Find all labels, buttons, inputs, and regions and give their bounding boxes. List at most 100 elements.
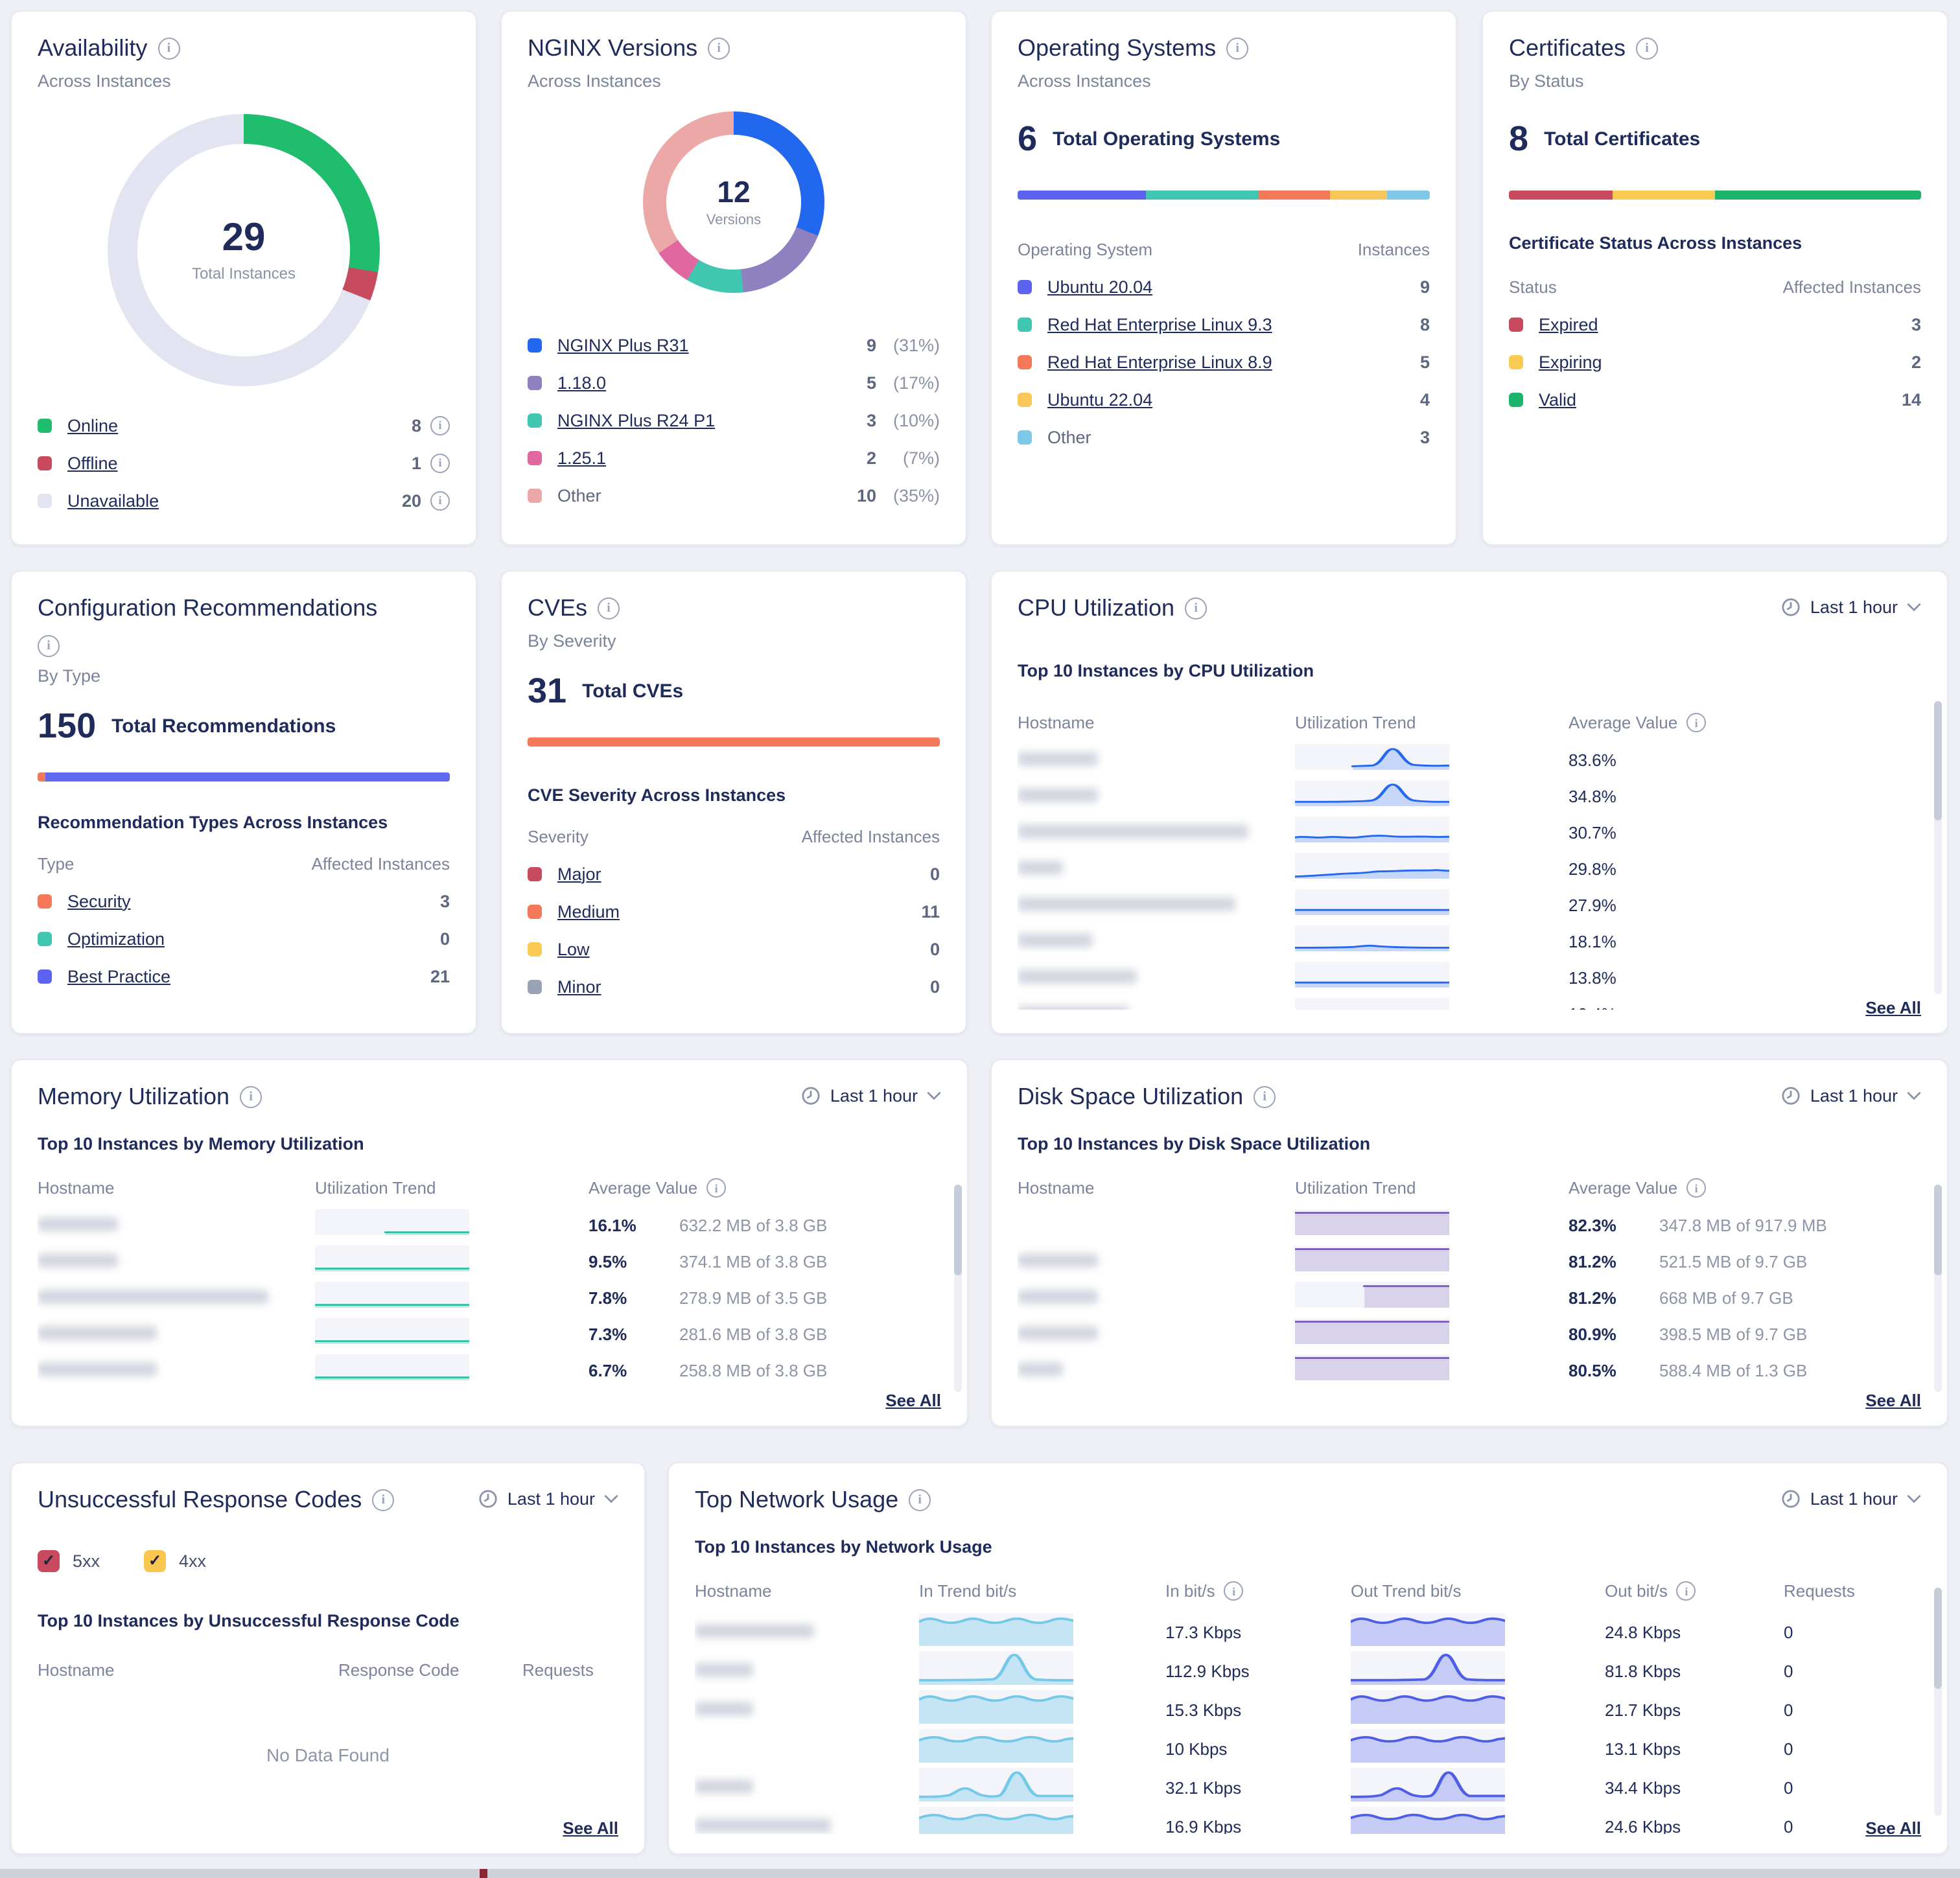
legend-link[interactable]: Medium — [557, 901, 620, 922]
info-icon[interactable] — [1226, 37, 1249, 60]
legend-link[interactable]: Valid — [1539, 389, 1577, 410]
see-all-link[interactable]: See All — [1865, 998, 1921, 1017]
scrollbar-thumb[interactable] — [1934, 701, 1942, 820]
utilization-sparkline — [1295, 853, 1449, 879]
hostname-blurred[interactable] — [1018, 1362, 1063, 1376]
info-icon[interactable] — [1636, 37, 1659, 60]
time-range-selector[interactable]: Last 1 hour — [1782, 1086, 1921, 1106]
hostname-blurred[interactable] — [1018, 1253, 1098, 1268]
requests-value: 0 — [1784, 1662, 1793, 1682]
checkbox-checked[interactable]: ✓ — [144, 1549, 167, 1572]
info-icon[interactable] — [909, 1489, 931, 1511]
info-icon[interactable] — [598, 597, 620, 620]
legend-link[interactable]: Expired — [1539, 314, 1598, 334]
see-all-link[interactable]: See All — [885, 1391, 941, 1410]
hostname-blurred[interactable] — [38, 1216, 118, 1231]
in-bits-value: 32.1 Kbps — [1165, 1778, 1242, 1798]
legend-link[interactable]: NGINX Plus R31 — [557, 335, 689, 355]
table-row: 27.9% — [1018, 887, 1921, 923]
availability-title: Availability — [38, 35, 148, 61]
requests-value: 0 — [1784, 1739, 1793, 1759]
hostname-blurred[interactable] — [695, 1779, 753, 1794]
checkbox-label: 5xx — [73, 1551, 100, 1571]
os-total: 6 — [1018, 119, 1038, 158]
hostname-blurred[interactable] — [1018, 896, 1235, 911]
utilization-sparkline — [315, 1318, 469, 1345]
info-icon[interactable] — [38, 634, 60, 657]
hostname-blurred[interactable] — [695, 1662, 753, 1677]
see-all-link[interactable]: See All — [1865, 1391, 1921, 1410]
col-utilization-trend: Utilization Trend — [315, 1178, 436, 1198]
hostname-blurred[interactable] — [38, 1253, 118, 1268]
time-range-selector[interactable]: Last 1 hour — [1782, 597, 1921, 617]
info-icon[interactable] — [372, 1489, 395, 1511]
legend-swatch — [38, 456, 52, 470]
legend-link[interactable]: Low — [557, 939, 590, 959]
legend-row: NGINX Plus R24 P1 3 (10%) — [528, 401, 940, 439]
hostname-blurred[interactable] — [695, 1701, 753, 1716]
col-instances: Instances — [1357, 239, 1430, 259]
legend-link[interactable]: Security — [67, 891, 131, 911]
time-range-selector[interactable]: Last 1 hour — [1782, 1489, 1921, 1509]
legend-link[interactable]: Offline — [67, 453, 118, 473]
hostname-blurred[interactable] — [38, 1362, 157, 1376]
legend-link[interactable]: Minor — [557, 977, 601, 997]
info-icon[interactable] — [706, 1178, 727, 1198]
hostname-blurred[interactable] — [38, 1325, 157, 1340]
scrollbar[interactable] — [1934, 1185, 1942, 1392]
legend-link[interactable]: Optimization — [67, 929, 165, 949]
table-row: 30.7% — [1018, 815, 1921, 851]
hostname-blurred[interactable] — [1018, 824, 1248, 839]
scrollbar[interactable] — [954, 1185, 962, 1392]
legend-link[interactable]: Best Practice — [67, 966, 171, 986]
legend-link[interactable]: 1.25.1 — [557, 448, 607, 468]
page-horizontal-scrollbar[interactable] — [0, 1869, 1960, 1878]
info-icon[interactable] — [430, 415, 450, 435]
scrollbar-thumb[interactable] — [1934, 1588, 1942, 1689]
legend-link[interactable]: Unavailable — [67, 491, 159, 511]
legend-link[interactable]: Major — [557, 864, 601, 884]
legend-link[interactable]: Red Hat Enterprise Linux 8.9 — [1047, 352, 1272, 372]
hostname-blurred[interactable] — [1018, 751, 1098, 766]
see-all-link[interactable]: See All — [563, 1818, 618, 1838]
legend-swatch — [528, 488, 542, 503]
info-icon[interactable] — [708, 37, 730, 60]
info-icon[interactable] — [1254, 1085, 1276, 1108]
time-range-selector[interactable]: Last 1 hour — [479, 1489, 618, 1509]
hostname-blurred[interactable] — [1018, 933, 1093, 947]
legend-link[interactable]: Ubuntu 20.04 — [1047, 277, 1153, 297]
scrollbar-thumb[interactable] — [954, 1185, 962, 1275]
hostname-blurred[interactable] — [38, 1289, 268, 1304]
hostname-blurred[interactable] — [695, 1818, 831, 1833]
legend-link[interactable]: Expiring — [1539, 352, 1602, 372]
hostname-blurred[interactable] — [1018, 1289, 1098, 1304]
info-icon[interactable] — [1686, 1178, 1707, 1198]
hostname-blurred[interactable] — [1018, 787, 1098, 802]
hostname-blurred[interactable] — [1018, 969, 1137, 984]
response-codes-title: Unsuccessful Response Codes — [38, 1487, 362, 1513]
info-icon[interactable] — [1676, 1581, 1696, 1601]
usage-detail: 278.9 MB of 3.5 GB — [679, 1288, 828, 1308]
scrollbar[interactable] — [1934, 701, 1942, 994]
hostname-blurred[interactable] — [695, 1623, 814, 1638]
checkbox-checked[interactable]: ✓ — [38, 1549, 60, 1572]
info-icon[interactable] — [240, 1085, 262, 1108]
scrollbar[interactable] — [1934, 1588, 1942, 1816]
legend-link[interactable]: 1.18.0 — [557, 373, 607, 393]
legend-link[interactable]: Online — [67, 415, 119, 435]
see-all-link[interactable]: See All — [1865, 1818, 1921, 1838]
info-icon[interactable] — [1224, 1581, 1244, 1601]
legend-link[interactable]: Ubuntu 22.04 — [1047, 389, 1153, 410]
legend-link[interactable]: Red Hat Enterprise Linux 9.3 — [1047, 314, 1272, 334]
info-icon[interactable] — [1185, 597, 1208, 620]
info-icon[interactable] — [430, 453, 450, 473]
time-range-selector[interactable]: Last 1 hour — [802, 1086, 941, 1106]
info-icon[interactable] — [430, 491, 450, 511]
info-icon[interactable] — [158, 37, 180, 60]
scrollbar-thumb[interactable] — [1934, 1185, 1942, 1275]
info-icon[interactable] — [1686, 713, 1707, 733]
hostname-blurred[interactable] — [1018, 860, 1063, 875]
hostname-blurred[interactable] — [1018, 1325, 1098, 1340]
hostname-blurred[interactable] — [1018, 1005, 1129, 1010]
legend-link[interactable]: NGINX Plus R24 P1 — [557, 410, 716, 430]
